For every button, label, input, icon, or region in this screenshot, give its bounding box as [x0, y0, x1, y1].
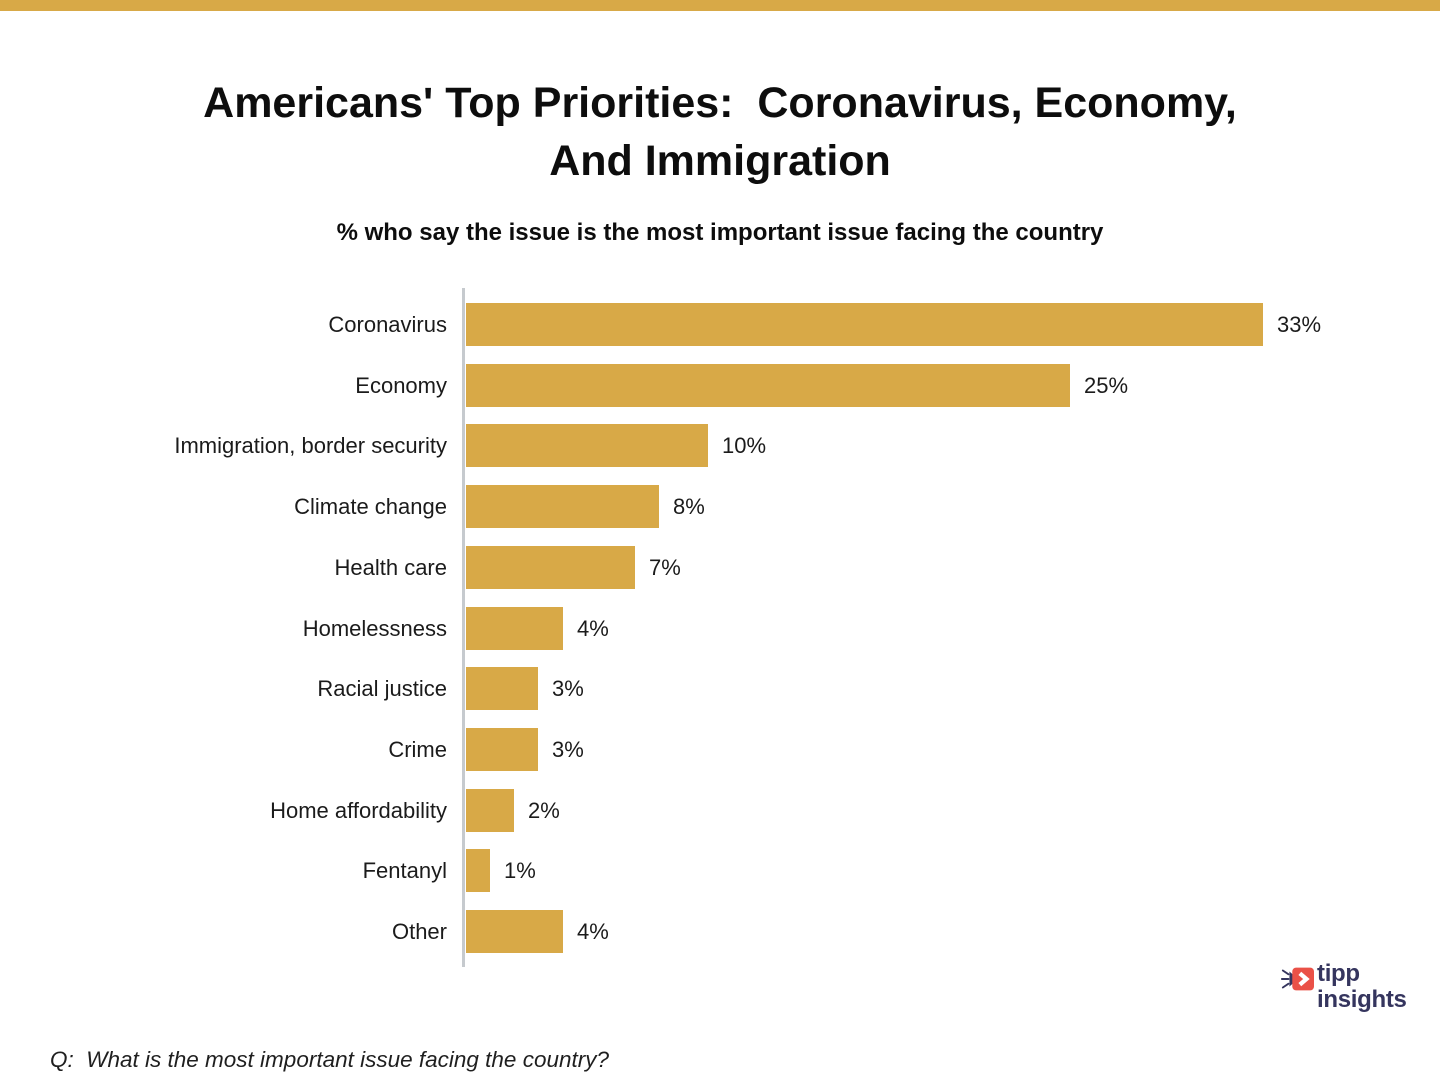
- megaphone-arrow-icon: [1280, 964, 1314, 999]
- category-label: Fentanyl: [362, 858, 447, 883]
- value-label: 3%: [552, 676, 584, 701]
- category-label: Immigration, border security: [174, 433, 447, 458]
- chart-subtitle: % who say the issue is the most importan…: [336, 219, 1104, 246]
- category-label: Homelessness: [302, 616, 447, 641]
- bar: [466, 546, 635, 589]
- page-title-line2: And Immigration: [549, 137, 891, 185]
- value-label: 8%: [673, 494, 705, 519]
- bar: [466, 910, 563, 953]
- value-label: 4%: [577, 616, 609, 641]
- bar: [466, 728, 538, 771]
- brand-word-insights: insights: [1317, 986, 1407, 1013]
- category-label: Coronavirus: [328, 312, 447, 337]
- value-label: 7%: [649, 555, 681, 580]
- bar: [466, 424, 708, 467]
- value-label: 4%: [577, 919, 609, 944]
- value-label: 33%: [1277, 312, 1322, 337]
- footer-question: Q: What is the most important issue faci…: [50, 1047, 609, 1072]
- category-label: Other: [391, 919, 447, 944]
- brand-wordmark: tipp insights: [1317, 961, 1407, 1013]
- value-label: 3%: [552, 737, 584, 762]
- value-label: 10%: [722, 433, 767, 458]
- bar: [466, 789, 514, 832]
- page-title: Americans' Top Priorities: Coronavirus, …: [0, 74, 1440, 190]
- plot-area: Coronavirus 33% Economy 25% Immigration, bor…: [0, 288, 1440, 968]
- bar: [466, 667, 538, 710]
- bar: [466, 303, 1263, 346]
- page-title-line1: Americans' Top Priorities: Coronavirus, …: [203, 79, 1237, 127]
- category-label: Crime: [388, 737, 447, 762]
- category-label: Racial justice: [317, 676, 447, 701]
- category-label: Home affordability: [270, 798, 447, 823]
- bar: [466, 849, 490, 892]
- category-label: Health care: [334, 555, 447, 580]
- category-label: Economy: [355, 373, 447, 398]
- brand-logo: tipp insights: [1280, 961, 1407, 1013]
- bar: [466, 364, 1070, 407]
- category-label: Climate change: [294, 494, 447, 519]
- bar: [466, 485, 659, 528]
- brand-word-tipp: tipp: [1317, 960, 1360, 987]
- y-axis-line: [462, 288, 465, 967]
- value-label: 25%: [1084, 373, 1129, 398]
- bar: [466, 607, 563, 650]
- footer: Q: What is the most important issue faci…: [50, 980, 611, 1080]
- value-label: 1%: [504, 858, 536, 883]
- top-accent-bar: [0, 0, 1440, 11]
- value-label: 2%: [528, 798, 560, 823]
